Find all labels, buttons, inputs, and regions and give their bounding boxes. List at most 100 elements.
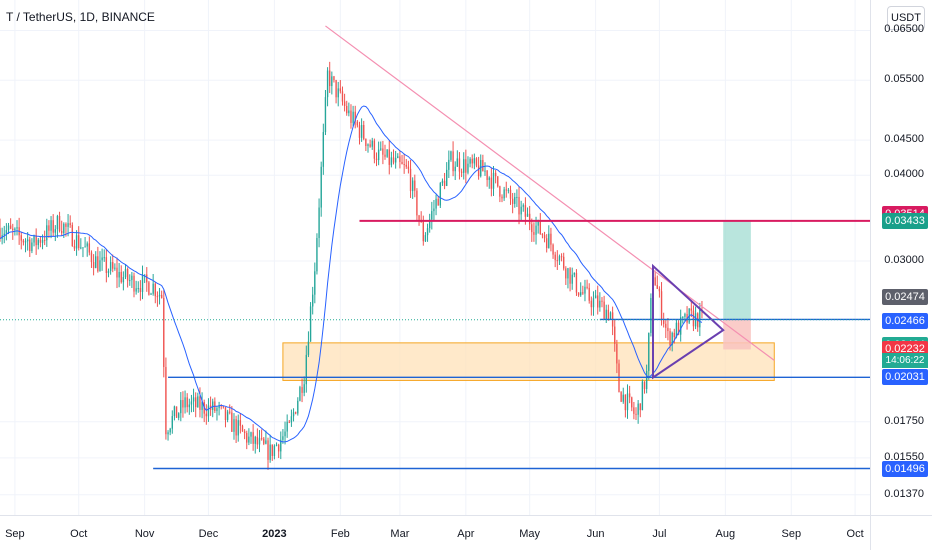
candle-body [677, 322, 680, 335]
candle-body [95, 256, 97, 268]
currency-button[interactable]: USDT [887, 6, 925, 30]
candle-body [569, 268, 571, 284]
candle-body [384, 154, 386, 157]
candle-body [484, 170, 486, 172]
candle-body [326, 70, 329, 98]
y-tick-label: 0.05500 [884, 73, 924, 86]
candle-body [150, 293, 152, 295]
candle-body [503, 189, 505, 199]
candle-body [403, 164, 405, 166]
candle-body [405, 164, 407, 167]
candle-body [182, 400, 184, 408]
candle-body [645, 370, 648, 389]
candle-body [539, 220, 541, 234]
candle-body [367, 144, 369, 147]
candle-body [679, 317, 682, 335]
grid-lines [0, 0, 870, 515]
x-tick-label: Oct [70, 528, 88, 540]
candle-body [537, 220, 539, 226]
candle-body [424, 235, 427, 242]
candle-body [656, 285, 658, 289]
candle-body [565, 268, 567, 279]
candle-body [286, 421, 288, 432]
candle-body [235, 419, 237, 436]
candle-body [531, 224, 533, 233]
candle-body [658, 288, 661, 292]
candle-body [163, 297, 165, 368]
candle-body [418, 215, 420, 220]
candle-body [339, 88, 342, 92]
candle-body [60, 230, 63, 234]
price-tag: 0.02466 [882, 312, 928, 329]
x-tick-label: Oct [846, 528, 864, 540]
candle-body [520, 206, 522, 215]
y-tick-label: 0.04500 [884, 133, 924, 146]
candle-body [601, 300, 603, 302]
y-tick-label: 0.01750 [884, 414, 924, 427]
candle-body [533, 232, 535, 235]
candle-body [277, 444, 280, 452]
candle-body [250, 432, 252, 437]
candle-body [331, 76, 333, 87]
candle-body [550, 233, 552, 245]
candle-body [435, 198, 437, 209]
countdown-timer: 14:06:22 [882, 352, 928, 368]
candle-body [303, 384, 305, 393]
candle-body [341, 91, 344, 102]
x-tick-label: Jun [586, 528, 605, 540]
support-zone [282, 342, 775, 381]
candle-body [212, 401, 214, 410]
candle-body [190, 401, 193, 405]
candle-body [526, 213, 529, 217]
candle-body [377, 149, 380, 161]
candle-body [246, 433, 248, 443]
y-tick-label: 0.06500 [884, 23, 924, 36]
candle-body [699, 309, 701, 328]
y-tick-label: 0.01550 [884, 450, 924, 463]
candle-body [580, 292, 582, 296]
candle-body [231, 412, 233, 432]
candle-body [71, 224, 74, 247]
candle-body [446, 169, 448, 186]
candle-body [318, 207, 320, 239]
candle-body [301, 387, 303, 393]
candle-body [267, 440, 269, 460]
candle-body [635, 413, 637, 415]
candle-body [63, 223, 65, 234]
price-tag: 0.03433 [882, 212, 928, 229]
candle-body [584, 286, 586, 294]
candle-body [590, 300, 593, 308]
candle-body [216, 408, 218, 412]
candle-body [631, 397, 633, 408]
candle-body [197, 396, 199, 408]
candle-body [441, 180, 444, 184]
candle-body [524, 205, 527, 217]
y-tick-label: 0.03000 [884, 254, 924, 267]
candle-body [105, 257, 108, 274]
candle-body [239, 420, 242, 426]
candle-body [169, 428, 171, 433]
candle-body [684, 314, 686, 317]
candle-body [122, 277, 125, 283]
candle-body [637, 403, 639, 415]
candle-body [135, 288, 137, 292]
candle-body [399, 156, 401, 162]
candle-body [280, 439, 282, 452]
candle-body [314, 271, 316, 295]
candle-body [35, 235, 37, 246]
candle-body [50, 220, 52, 231]
candle-body [37, 239, 39, 246]
candle-body [282, 436, 284, 440]
candle-body [397, 156, 399, 158]
candle-body [109, 262, 112, 271]
candle-body [456, 158, 459, 167]
candle-body [371, 140, 373, 147]
candle-body [386, 149, 388, 157]
candle-body [358, 125, 361, 138]
candle-body [131, 275, 133, 281]
candle-body [20, 235, 22, 241]
candle-body [207, 405, 210, 417]
candle-body [324, 97, 327, 133]
candle-body [654, 277, 656, 286]
